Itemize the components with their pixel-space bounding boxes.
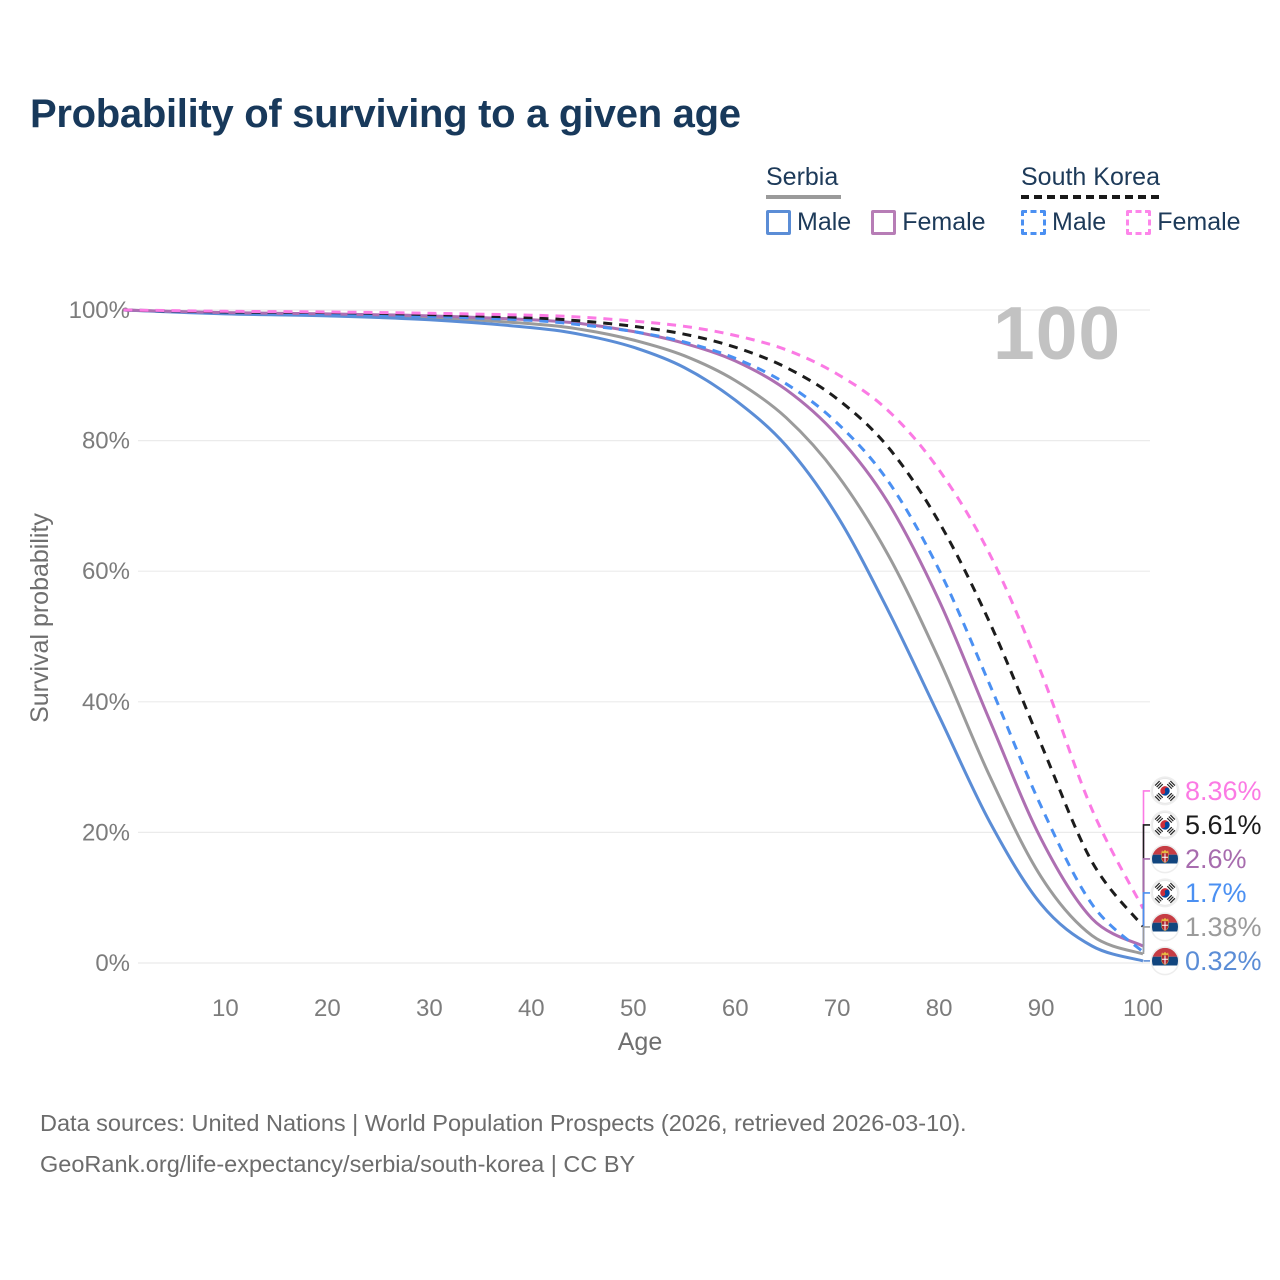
end-value-label-serbia-male: 0.32% [1185, 946, 1262, 976]
curves [123, 308, 1145, 963]
end-label-connectors [1142, 790, 1150, 962]
y-axis-title: Survival probability [26, 513, 54, 723]
x-tick-label: 50 [620, 995, 647, 1022]
end-value-label-south-korea-male: 1.7% [1185, 878, 1247, 908]
end-label-connector [1142, 892, 1150, 952]
korea-flag-icon [1150, 877, 1180, 908]
korea-flag-icon [1150, 775, 1180, 806]
x-axis-title: Age [618, 1028, 662, 1056]
south-korea-female-swatch-icon [1126, 210, 1152, 235]
legend-serbia-line-sample [766, 195, 841, 199]
footer-line-2: GeoRank.org/life-expectancy/serbia/south… [40, 1151, 636, 1177]
legend-group-serbia: Serbia Male Female [766, 163, 986, 237]
curve-serbia-both[interactable] [123, 308, 1144, 956]
y-tick-label: 60% [82, 558, 130, 585]
end-value-label-south-korea-both: 5.61% [1185, 810, 1262, 840]
curve-south-korea-male[interactable] [123, 308, 1145, 954]
chart-title: Probability of surviving to a given age [30, 92, 741, 136]
end-label-connector [1142, 790, 1150, 909]
y-tick-label: 80% [82, 428, 130, 455]
legend-group-south-korea: South Korea Male Female [1021, 163, 1241, 237]
legend-item-south-korea-male[interactable]: Male [1021, 208, 1106, 237]
end-value-label-serbia-both: 1.38% [1185, 912, 1262, 942]
legend-item-serbia-male[interactable]: Male [766, 208, 851, 237]
end-value-label-south-korea-female: 8.36% [1185, 776, 1262, 806]
legend-item-south-korea-female[interactable]: Female [1126, 208, 1241, 237]
y-axis-tick-labels: 0% 20% 40% 60% 80% 100% [69, 297, 130, 977]
serbia-flag-icon [1151, 912, 1180, 941]
legend-item-serbia-female[interactable]: Female [871, 208, 986, 237]
y-tick-label: 20% [82, 819, 130, 846]
serbia-flag-icon [1151, 946, 1180, 975]
legend-item-label: Male [797, 208, 852, 236]
legend-item-label: Female [1157, 208, 1241, 236]
x-tick-label: 70 [824, 995, 851, 1022]
x-axis-tick-labels: 10 20 30 40 50 60 70 80 90 100 [212, 995, 1163, 1022]
curve-serbia-male[interactable] [123, 308, 1144, 963]
data-sources-footer: Data sources: United Nations | World Pop… [40, 1103, 967, 1185]
x-tick-label: 40 [518, 995, 545, 1022]
gridlines [138, 309, 1150, 964]
x-tick-label: 30 [416, 995, 443, 1022]
south-korea-male-swatch-icon [1021, 210, 1046, 235]
y-tick-label: 40% [82, 689, 130, 716]
end-label-connector [1142, 858, 1150, 946]
korea-flag-icon [1150, 809, 1180, 840]
end-label-connector [1142, 926, 1150, 954]
curve-south-korea-female[interactable] [123, 308, 1145, 910]
end-label-connector [1142, 824, 1150, 927]
legend-group-serbia-title: Serbia [766, 163, 839, 191]
serbia-male-swatch-icon [766, 210, 791, 235]
serbia-female-swatch-icon [871, 210, 897, 235]
legend-south-korea-line-sample [1021, 195, 1163, 199]
serbia-flag-icon [1151, 844, 1180, 873]
y-tick-label: 0% [95, 950, 130, 977]
y-tick-label: 100% [69, 297, 130, 324]
end-labels: 8.36% 5.61% 2.6% 1.7% 1.38% 0.32% [1150, 775, 1262, 976]
curve-serbia-female[interactable] [123, 308, 1144, 948]
x-tick-label: 10 [212, 995, 239, 1022]
end-value-label-serbia-female: 2.6% [1185, 844, 1247, 874]
footer-line-1: Data sources: United Nations | World Pop… [40, 1110, 967, 1136]
legend-group-south-korea-title: South Korea [1021, 163, 1160, 191]
curve-south-korea-both[interactable] [123, 308, 1145, 928]
legend-item-label: Female [902, 208, 986, 236]
x-tick-label: 20 [314, 995, 341, 1022]
x-tick-label: 80 [926, 995, 953, 1022]
legend-item-label: Male [1052, 208, 1107, 236]
age-watermark: 100 [993, 291, 1122, 375]
x-tick-label: 90 [1028, 995, 1055, 1022]
x-tick-label: 100 [1123, 995, 1163, 1022]
x-tick-label: 60 [722, 995, 749, 1022]
